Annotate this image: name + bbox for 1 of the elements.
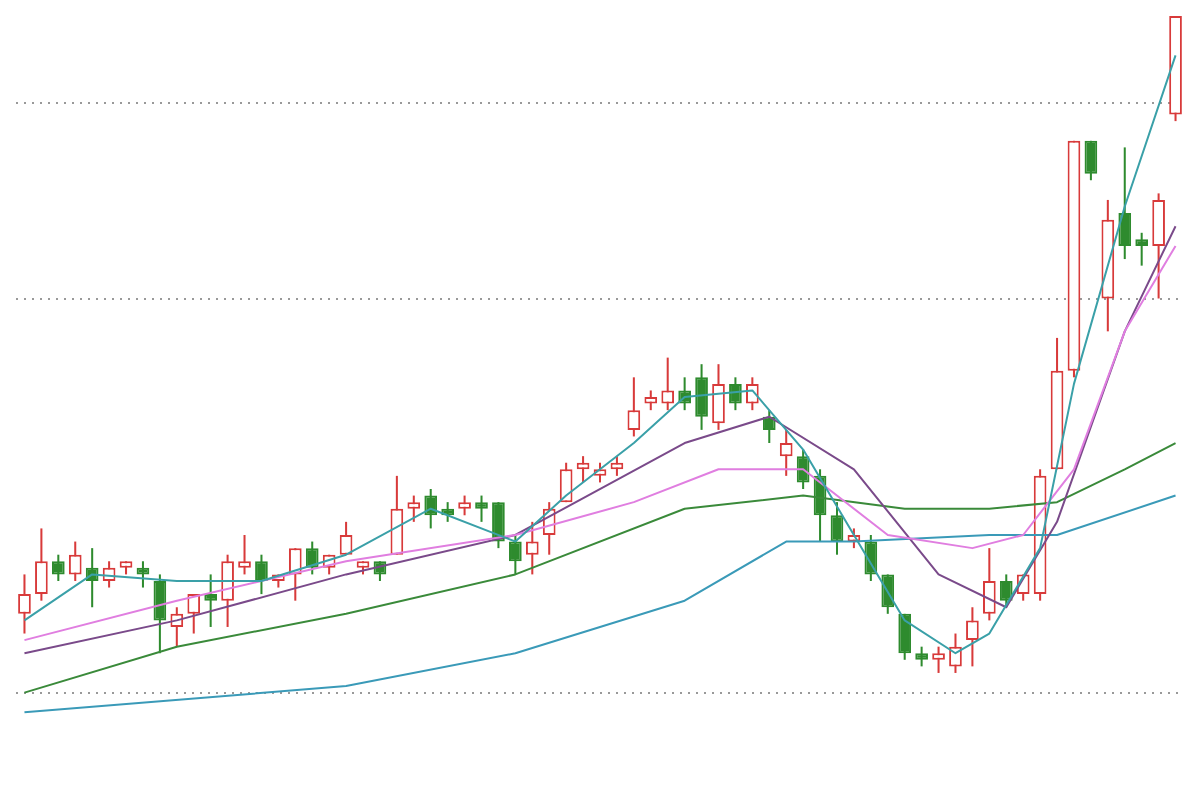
candlestick bbox=[475, 495, 488, 522]
